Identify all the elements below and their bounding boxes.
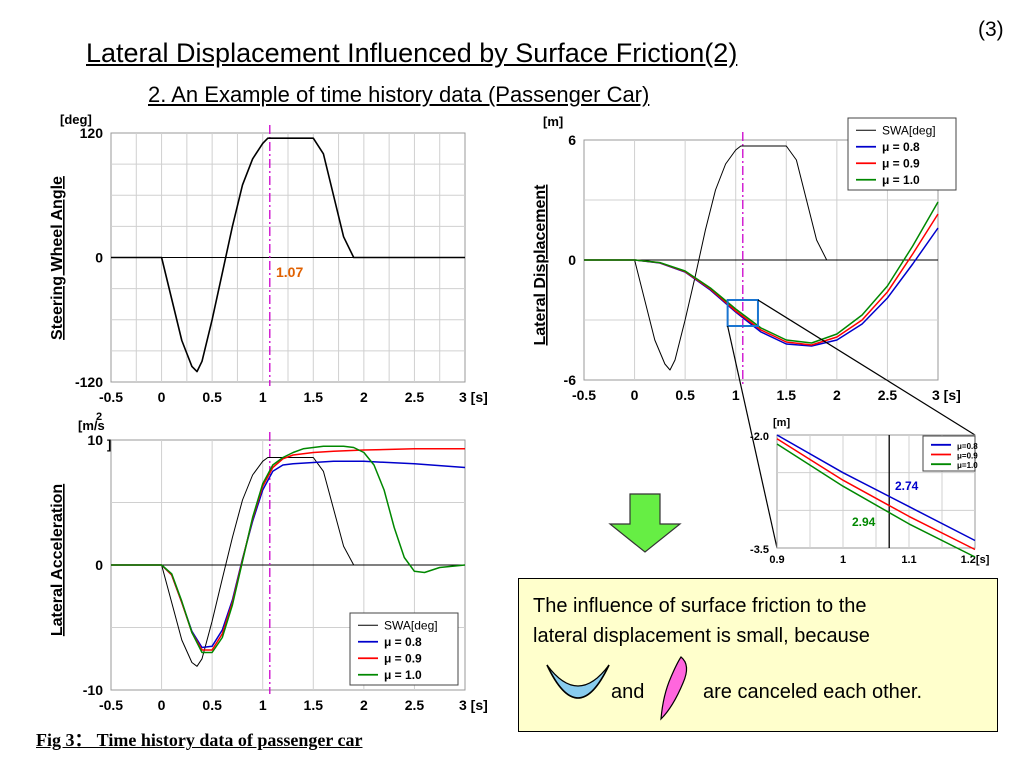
x-tick-label: 2.5 xyxy=(405,389,425,405)
page-subtitle: 2. An Example of time history data (Pass… xyxy=(148,82,650,107)
x-tick-label: 0.9 xyxy=(769,554,784,566)
zoom-leader-line xyxy=(757,299,976,436)
x-tick-label: 0.5 xyxy=(675,387,695,403)
x-tick-label: -0.5 xyxy=(99,389,123,405)
legend-label: μ = 1.0 xyxy=(882,173,920,187)
series-line-2 xyxy=(584,201,939,344)
x-tick-label: 0.5 xyxy=(202,389,222,405)
series-line-2 xyxy=(111,445,466,654)
legend-label: μ = 0.9 xyxy=(882,156,920,170)
y-tick-label: -6 xyxy=(564,372,577,388)
zoom-leader-line xyxy=(727,325,778,549)
legend-label: SWA[deg] xyxy=(384,618,438,632)
x-tick-label: 1 xyxy=(732,387,740,403)
sliver-shape-icon xyxy=(660,656,688,721)
y-tick-label: -3.5 xyxy=(750,544,769,556)
marker-time-label: 1.07 xyxy=(276,264,303,280)
legend-label: μ = 0.8 xyxy=(882,140,920,154)
x-tick-label: 1 xyxy=(259,389,267,405)
x-tick-label: 1.1 xyxy=(901,554,916,566)
lateral-displacement-chart: -0.5 0 0.5 1 1.5 2 2.5 3 [s] 6 0 -6 [m] Lateral Disp… xyxy=(532,114,976,549)
legend-label: μ = 0.9 xyxy=(384,651,422,665)
legend-label: μ=0.8 xyxy=(957,442,978,451)
x-tick-label: 0.5 xyxy=(202,697,222,713)
down-arrow-icon xyxy=(608,493,682,553)
x-tick-label: 0 xyxy=(158,389,166,405)
zoom-inset-chart: 0.9 1 1.1 1.2[s] -2.0 -3.5 [m] μ=0.8μ=0.9μ=1.0 2… xyxy=(750,417,990,566)
y-tick-label: -120 xyxy=(75,374,103,390)
note-line-2: lateral displacement is small, because xyxy=(533,625,870,647)
legend-label: μ=0.9 xyxy=(957,452,978,461)
x-tick-label: 2.5 xyxy=(405,697,425,713)
x-tick-label: 1.5 xyxy=(304,697,324,713)
y-axis-label: Steering Wheel Angle xyxy=(49,176,66,340)
note-line-1: The influence of surface friction to the xyxy=(533,595,867,617)
x-tick-label: 0 xyxy=(631,387,639,403)
y-unit-label: [m/s xyxy=(78,418,105,433)
swa-line xyxy=(111,137,465,373)
legend-label: μ=1.0 xyxy=(957,461,978,470)
note-tail: are canceled each other. xyxy=(703,681,923,703)
x-tick-label: 0 xyxy=(158,697,166,713)
figure-caption: Fig 3： Time history data of passenger ca… xyxy=(36,730,363,750)
y-tick-label: -2.0 xyxy=(750,431,769,443)
steering-chart: -0.5 0 0.5 1 1.5 2 2.5 3 [s] 120 0 -120 [deg] 1.07 St… xyxy=(49,112,488,405)
note-text: The influence of surface friction to the… xyxy=(533,591,983,651)
legend-label: μ = 1.0 xyxy=(384,668,422,682)
y-unit-label: [deg] xyxy=(60,112,92,127)
y-axis-label: Lateral Acceleration xyxy=(49,484,66,636)
y-unit-label: [m] xyxy=(773,417,790,429)
x-tick-label: 3 [s] xyxy=(459,389,488,405)
x-tick-label: 3 [s] xyxy=(932,387,961,403)
x-tick-label: -0.5 xyxy=(572,387,596,403)
series-line-0 xyxy=(776,434,976,542)
y-axis-label: Lateral Displacement xyxy=(532,184,549,346)
x-tick-label: 2 xyxy=(833,387,841,403)
y-tick-label: 10 xyxy=(87,432,103,448)
legend-label: SWA[deg] xyxy=(882,123,936,137)
swa-line xyxy=(584,145,938,371)
note-and: and xyxy=(611,681,645,703)
annotation-value: 2.74 xyxy=(895,479,919,493)
x-tick-label: 3 [s] xyxy=(459,697,488,713)
page-number: (3) xyxy=(978,18,1004,41)
y-tick-label: -10 xyxy=(83,682,103,698)
series-line-2 xyxy=(776,443,976,558)
legend-box xyxy=(922,435,976,472)
x-tick-label: 1.5 xyxy=(304,389,324,405)
x-tick-label: 2.5 xyxy=(878,387,898,403)
x-tick-label: -0.5 xyxy=(99,697,123,713)
y-unit-superscript: 2 xyxy=(96,411,102,423)
swa-line xyxy=(111,457,465,667)
y-tick-label: 6 xyxy=(568,132,576,148)
y-tick-label: 120 xyxy=(80,125,104,141)
x-tick-label: 2 xyxy=(360,697,368,713)
lateral-acceleration-chart: -0.5 0 0.5 1 1.5 2 2.5 3 [s]100-10[m/s2]Lateral… xyxy=(49,411,488,713)
y-tick-label: 0 xyxy=(95,250,103,266)
y-unit-label: [m] xyxy=(543,114,563,129)
annotation-value: 2.94 xyxy=(852,515,876,529)
conclusion-note: The influence of surface friction to the… xyxy=(518,578,998,732)
series-line-1 xyxy=(776,438,976,551)
legend-label: μ = 0.8 xyxy=(384,635,422,649)
x-tick-label: 1.2[s] xyxy=(961,554,990,566)
x-tick-label: 1.5 xyxy=(777,387,797,403)
x-tick-label: 1 xyxy=(840,554,846,566)
y-tick-label: 0 xyxy=(568,252,576,268)
x-tick-label: 2 xyxy=(360,389,368,405)
concave-shape-icon xyxy=(546,664,610,699)
y-unit-bracket: ] xyxy=(107,437,111,452)
page-title: Lateral Displacement Influenced by Surfa… xyxy=(86,38,738,68)
y-tick-label: 0 xyxy=(95,557,103,573)
zoom-region-box xyxy=(726,299,759,327)
x-tick-label: 1 xyxy=(259,697,267,713)
